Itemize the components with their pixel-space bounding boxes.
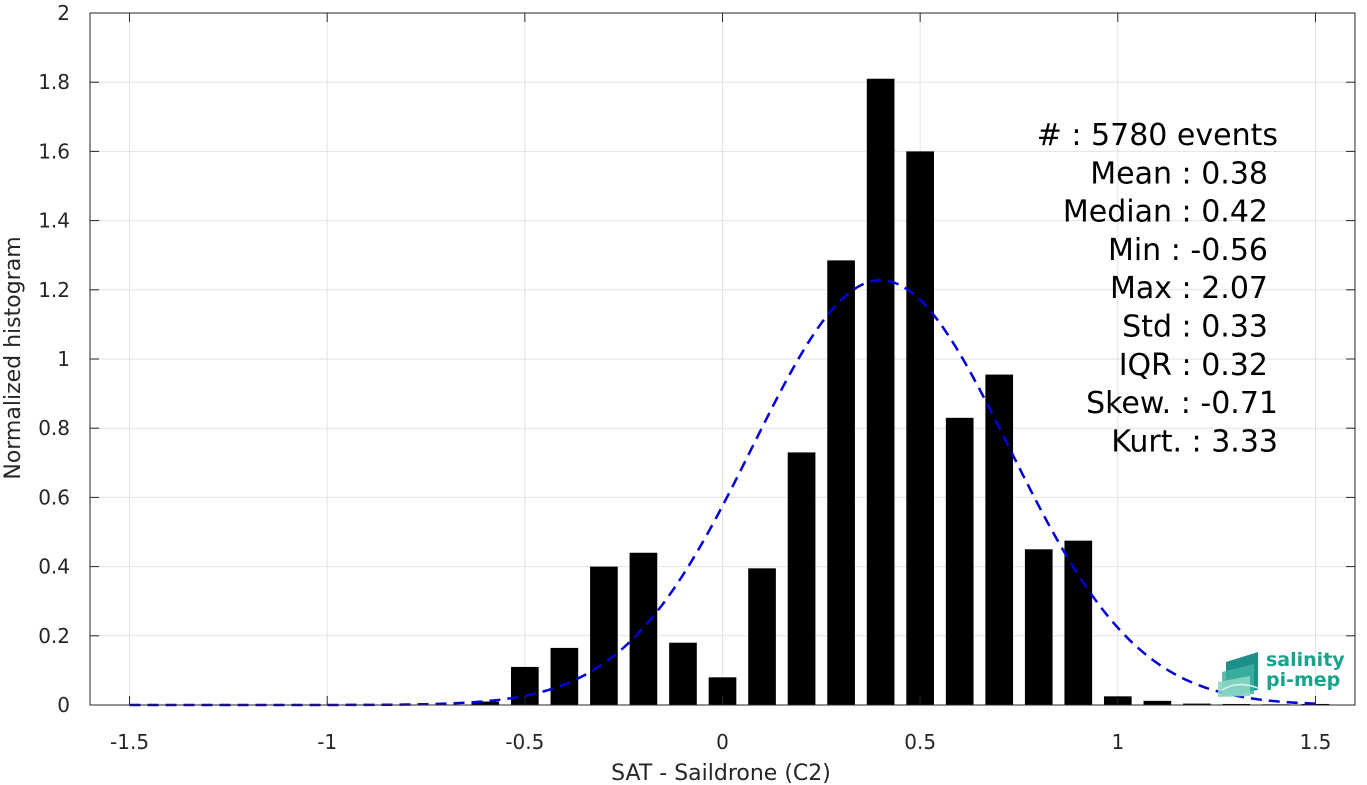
histogram-bar [1143,700,1172,705]
x-tick-label: 0.5 [904,730,936,754]
x-tick-label: 1 [1111,730,1124,754]
histogram-bar [629,552,658,705]
histogram-bar [669,642,697,705]
x-tick-label: -0.5 [505,730,544,754]
histogram-bar [550,647,579,705]
x-axis-ticks: -1.5 -1 -0.5 0 0.5 1 1.5 [110,13,1331,754]
histogram-bar [906,151,934,705]
y-tick-label: 1.8 [38,70,70,94]
y-tick-label: 1.6 [38,139,70,163]
histogram-bar [1222,703,1251,705]
stat-line: # : 5780 events [1037,118,1278,153]
x-tick-label: -1.5 [110,730,149,754]
x-tick-label: 1.5 [1300,730,1332,754]
histogram-bar [985,374,1014,705]
logo-line2: pi-mep [1266,669,1340,691]
y-axis-label: Normalized histogram [1,236,26,479]
gaussian-fit-curve [129,279,1316,707]
y-tick-label: 0 [57,693,70,717]
histogram-bar [1183,703,1211,705]
stat-line: Kurt. : 3.33 [1111,424,1278,459]
bars [471,78,1330,706]
y-tick-label: 0.4 [38,555,70,579]
y-tick-label: 0.2 [38,624,70,648]
histogram-bar [1064,540,1093,705]
histogram-bar [945,417,974,705]
histogram-bar [590,566,618,705]
y-tick-label: 0.8 [38,416,70,440]
y-tick-label: 1.4 [38,209,70,233]
y-tick-label: 1.2 [38,278,70,302]
histogram-bar [787,452,816,705]
x-axis-label: SAT - Saildrone (C2) [611,761,831,785]
histogram-bar [866,78,895,706]
x-tick-label: -1 [317,730,337,754]
salinity-pi-mep-logo: salinity pi-mep [1218,649,1345,697]
y-tick-label: 2 [57,1,70,25]
x-tick-label: 0 [716,730,729,754]
logo-line1: salinity [1266,649,1345,671]
stat-line: Std : 0.33 [1122,310,1268,345]
histogram-bar [827,260,855,705]
histogram-bar [471,701,500,705]
y-tick-label: 1 [57,347,70,371]
stat-line: Min : -0.56 [1108,233,1268,268]
stat-line: Mean : 0.38 [1090,156,1268,191]
stat-line: Median : 0.42 [1063,195,1268,230]
logo-waves-icon [1218,652,1259,697]
stat-line: Max : 2.07 [1110,271,1268,306]
stat-line: Skew. : -0.71 [1086,386,1278,421]
histogram-bar [1024,549,1053,705]
y-tick-label: 0.6 [38,485,70,509]
histogram-bar [748,568,776,705]
stat-line: IQR : 0.32 [1119,348,1268,383]
y-axis-ticks: 0 0.2 0.4 0.6 0.8 1 1.2 1.4 1.6 1.8 2 [38,1,1355,717]
